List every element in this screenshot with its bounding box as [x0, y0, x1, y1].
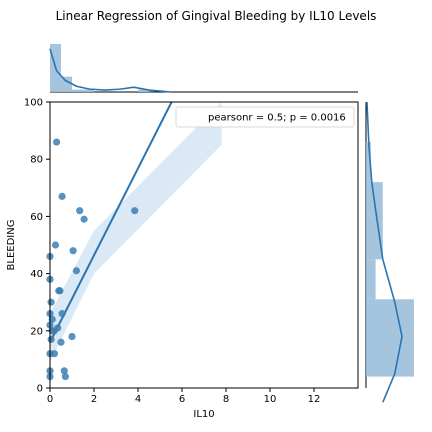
scatter-point: [72, 267, 80, 275]
scatter-point: [80, 215, 88, 223]
scatter-point: [58, 192, 66, 200]
x-axis-label: IL10: [193, 409, 214, 420]
scatter-point: [61, 372, 69, 381]
scatter-point: [53, 138, 61, 146]
y-tick-label: 60: [30, 212, 43, 223]
scatter-point: [50, 350, 58, 358]
scatter-point: [56, 287, 64, 295]
scatter-point: [131, 207, 139, 215]
marginal-y-bar: [366, 259, 376, 300]
plot-frame: [49, 101, 359, 389]
marginal-x-bar: [72, 89, 83, 92]
x-tick-label: 8: [223, 394, 229, 405]
x-tick-label: 4: [135, 394, 141, 405]
y-tick-label: 40: [30, 269, 43, 280]
marginal-y-bar: [366, 182, 383, 260]
scatter-point: [57, 338, 65, 346]
x-tick-label: 2: [91, 394, 97, 405]
marginal-y-bar: [366, 299, 414, 377]
y-axis-ticks: 0 20 40 60 80 100: [24, 98, 50, 395]
scatter-point: [47, 335, 55, 343]
marginal-x-panel: [49, 44, 358, 93]
scatter-point: [58, 310, 66, 318]
y-tick-label: 80: [30, 155, 43, 166]
y-tick-label: 20: [30, 326, 43, 337]
y-axis-label: BLEEDING: [6, 220, 17, 271]
x-axis-ticks: 0 2 4 6 8 10 12: [47, 388, 321, 405]
marginal-x-bar: [138, 89, 149, 92]
marginal-x-kde-line: [49, 48, 172, 93]
scatter-point: [54, 324, 62, 332]
scatter-point: [47, 298, 55, 306]
legend-box: [175, 106, 355, 128]
scatter-point: [60, 367, 68, 375]
x-tick-label: 10: [264, 394, 277, 405]
x-tick-label: 0: [47, 394, 53, 405]
marginal-x-histogram: [50, 44, 149, 92]
scatter-point: [76, 207, 84, 215]
legend: pearsonr = 0.5; p = 0.0016: [175, 106, 355, 128]
y-tick-label: 0: [37, 384, 43, 395]
x-tick-label: 6: [179, 394, 185, 405]
marginal-y-panel: [365, 101, 414, 403]
marginal-x-bar: [83, 89, 94, 92]
marginal-y-bar: [366, 142, 371, 183]
marginal-y-histogram: [366, 142, 414, 377]
y-tick-label: 100: [24, 98, 43, 109]
scatter-points: [46, 138, 139, 381]
regression-line: [49, 101, 173, 343]
confidence-band: [50, 102, 222, 363]
x-tick-label: 12: [308, 394, 321, 405]
chart-title: Linear Regression of Gingival Bleeding b…: [56, 9, 377, 23]
legend-text: pearsonr = 0.5; p = 0.0016: [208, 113, 346, 124]
main-plot: 0 2 4 6 8 10 12 0 20 40 60 80 100 IL10 BLEEDING pea…: [6, 98, 359, 420]
marginal-y-kde-line: [366, 101, 403, 403]
marginal-x-bar: [61, 76, 72, 92]
scatter-point: [51, 241, 60, 249]
scatter-point: [69, 247, 77, 255]
scatter-point: [68, 332, 76, 341]
